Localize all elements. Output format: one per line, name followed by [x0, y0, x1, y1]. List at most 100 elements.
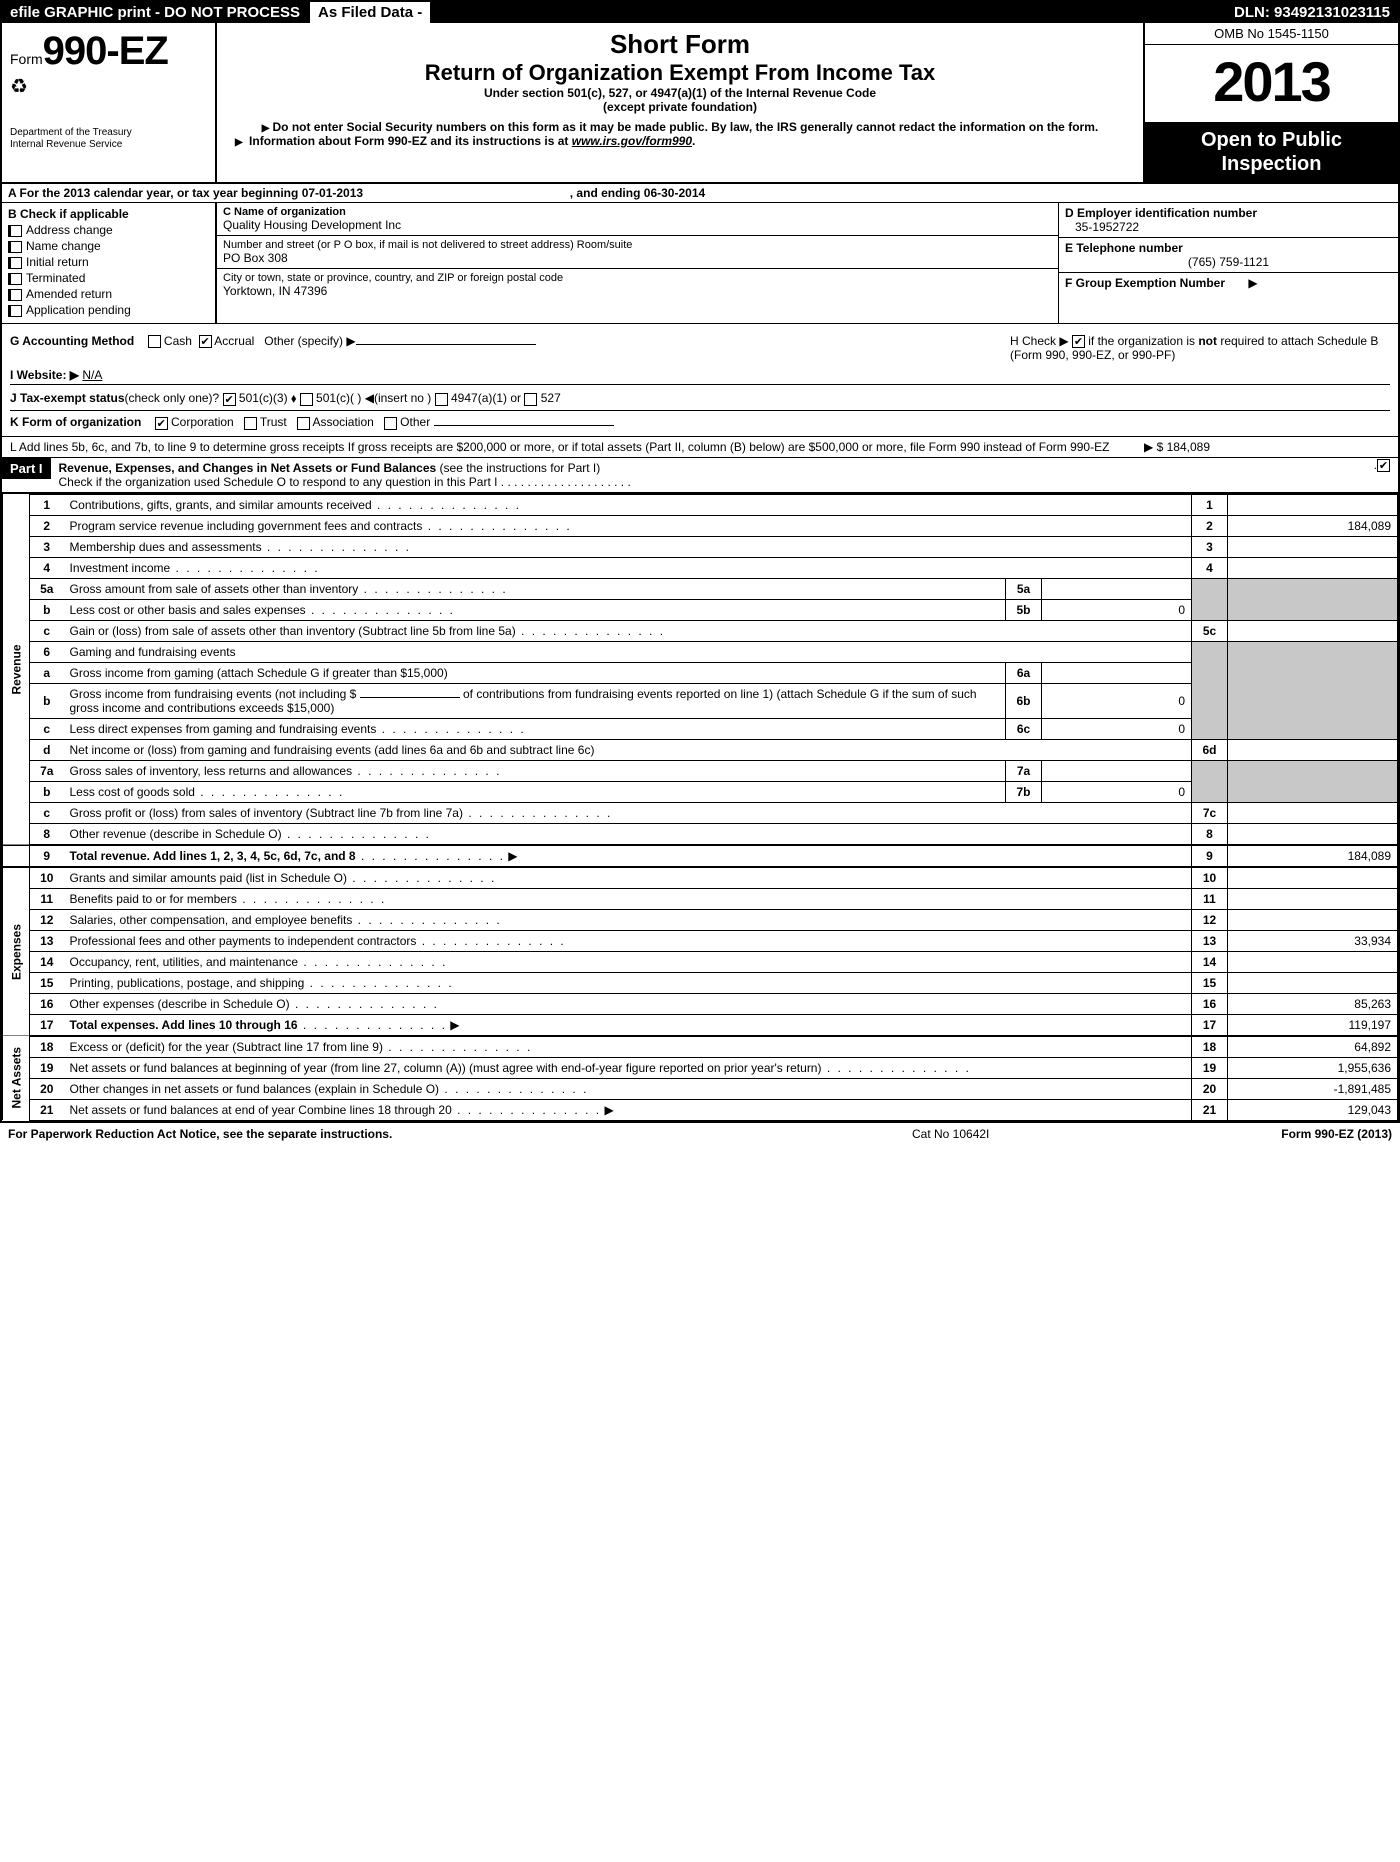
row-k: K Form of organization ✔ Corporation Tru…: [10, 415, 1390, 429]
tel-label: E Telephone number: [1065, 241, 1392, 255]
row-a: A For the 2013 calendar year, or tax yea…: [2, 184, 1398, 203]
line-6c: c Less direct expenses from gaming and f…: [3, 718, 1398, 739]
line-9: 9 Total revenue. Add lines 1, 2, 3, 4, 5…: [3, 845, 1398, 867]
501c-label: 501(c)( ): [316, 391, 361, 405]
row-j: J Tax-exempt status(check only one)? ✔ 5…: [10, 391, 1390, 411]
header-mid: Short Form Return of Organization Exempt…: [217, 23, 1143, 182]
corp-label: Corporation: [171, 415, 234, 429]
expenses-label: Expenses: [3, 867, 30, 1036]
line-20: 20 Other changes in net assets or fund b…: [3, 1078, 1398, 1099]
row-l: L Add lines 5b, 6c, and 7b, to line 9 to…: [2, 437, 1398, 458]
insert-label: ◀(insert no ): [365, 391, 432, 405]
line-19: 19 Net assets or fund balances at beginn…: [3, 1057, 1398, 1078]
tel: (765) 759-1121: [1065, 255, 1392, 269]
line-10: Expenses 10 Grants and similar amounts p…: [3, 867, 1398, 889]
org-icon: ⬧: [291, 391, 296, 405]
line-21: 21 Net assets or fund balances at end of…: [3, 1099, 1398, 1120]
check-initial-return[interactable]: Initial return: [8, 255, 209, 269]
dln-label: DLN:: [1234, 4, 1270, 21]
header-right: OMB No 1545-1150 2013 Open to Public Ins…: [1143, 23, 1398, 182]
other-org-label: Other: [400, 415, 430, 429]
ein-label: D Employer identification number: [1065, 206, 1392, 220]
row-i: I Website: ▶ N/A: [10, 368, 1390, 385]
header-left: Form990-EZ ♻ Department of the Treasury …: [2, 23, 217, 182]
check-address-change[interactable]: Address change: [8, 223, 209, 237]
ein-cell: D Employer identification number 35-1952…: [1059, 203, 1398, 238]
g-label: G Accounting Method: [10, 334, 134, 348]
line-4: 4 Investment income 4: [3, 557, 1398, 578]
line-7a: 7a Gross sales of inventory, less return…: [3, 760, 1398, 781]
check-pending[interactable]: Application pending: [8, 303, 209, 317]
gross-receipts: ▶ $ 184,089: [1144, 440, 1390, 454]
trust-label: Trust: [260, 415, 287, 429]
ein: 35-1952722: [1065, 220, 1392, 234]
subtitle-except: (except private foundation): [225, 100, 1135, 114]
check-cash[interactable]: [148, 335, 161, 348]
check-501c[interactable]: [300, 393, 313, 406]
line-11: 11 Benefits paid to or for members 11: [3, 888, 1398, 909]
grp-label: F Group Exemption Number: [1065, 276, 1225, 290]
col-d: D Employer identification number 35-1952…: [1058, 203, 1398, 323]
note-info: Information about Form 990-EZ and its in…: [225, 134, 1135, 148]
part1-label: Part I: [2, 458, 51, 479]
street-label: Number and street (or P O box, if mail i…: [223, 239, 1052, 251]
grp-arrow: ▶: [1248, 276, 1257, 290]
col-b-label: B Check if applicable: [8, 207, 209, 221]
check-527[interactable]: [524, 393, 537, 406]
check-4947[interactable]: [435, 393, 448, 406]
irs-link[interactable]: www.irs.gov/form990: [572, 134, 692, 148]
check-501c3[interactable]: ✔: [223, 393, 236, 406]
check-accrual[interactable]: ✔: [199, 335, 212, 348]
subtitle-section: Under section 501(c), 527, or 4947(a)(1)…: [225, 86, 1135, 100]
check-assoc[interactable]: [297, 417, 310, 430]
open-public: Open to Public: [1149, 128, 1394, 152]
website: N/A: [82, 368, 102, 382]
h-label: H Check ▶: [1010, 334, 1069, 348]
line-6b-desc: Gross income from fundraising events (no…: [64, 683, 1006, 718]
check-trust[interactable]: [244, 417, 257, 430]
row-a-label: A For the 2013 calendar year, or tax yea…: [8, 186, 298, 200]
check-corp[interactable]: ✔: [155, 417, 168, 430]
line-6a: a Gross income from gaming (attach Sched…: [3, 662, 1398, 683]
org-name-label: C Name of organization: [223, 206, 1052, 218]
line-15: 15 Printing, publications, postage, and …: [3, 972, 1398, 993]
tel-cell: E Telephone number (765) 759-1121: [1059, 238, 1398, 273]
note-info-text: Information about Form 990-EZ and its in…: [249, 134, 568, 148]
top-bar: efile GRAPHIC print - DO NOT PROCESS As …: [2, 2, 1398, 23]
check-amended[interactable]: Amended return: [8, 287, 209, 301]
i-label: I Website: ▶: [10, 368, 79, 382]
header: Form990-EZ ♻ Department of the Treasury …: [2, 23, 1398, 184]
col-b: B Check if applicable Address change Nam…: [2, 203, 217, 323]
footer-cat: Cat No 10642I: [912, 1127, 1172, 1141]
dept-treasury: Department of the Treasury: [10, 127, 207, 139]
part1-title: Revenue, Expenses, and Changes in Net As…: [59, 461, 437, 475]
line-5a: 5a Gross amount from sale of assets othe…: [3, 578, 1398, 599]
netassets-label: Net Assets: [3, 1036, 30, 1121]
j-paren: (check only one)?: [125, 391, 220, 405]
revenue-label: Revenue: [3, 494, 30, 845]
527-label: 527: [541, 391, 561, 405]
note-ssn: Do not enter Social Security numbers on …: [225, 120, 1135, 134]
efile-label: efile GRAPHIC print - DO NOT PROCESS: [2, 2, 308, 23]
check-terminated[interactable]: Terminated: [8, 271, 209, 285]
check-h[interactable]: ✔: [1072, 335, 1085, 348]
assoc-label: Association: [312, 415, 373, 429]
check-schedule-o[interactable]: ✔: [1377, 459, 1390, 472]
dln: DLN: 93492131023115: [1226, 2, 1398, 23]
section-bcdef: B Check if applicable Address change Nam…: [2, 203, 1398, 324]
check-other-org[interactable]: [384, 417, 397, 430]
inspection: Inspection: [1149, 152, 1394, 176]
omb-number: OMB No 1545-1150: [1145, 23, 1398, 45]
line-6d: d Net income or (loss) from gaming and f…: [3, 739, 1398, 760]
org-name: Quality Housing Development Inc: [223, 218, 1052, 232]
row-a-mid: , and ending: [570, 186, 641, 200]
street: PO Box 308: [223, 251, 1052, 265]
title-return: Return of Organization Exempt From Incom…: [225, 60, 1135, 86]
tax-year-begin: 07-01-2013: [302, 186, 363, 200]
4947-label: 4947(a)(1) or: [451, 391, 521, 405]
footer-right: Form 990-EZ (2013): [1172, 1127, 1392, 1141]
row-h: H Check ▶ ✔ if the organization is not r…: [1010, 334, 1390, 362]
form-prefix: Form: [10, 51, 43, 67]
check-name-change[interactable]: Name change: [8, 239, 209, 253]
dln-value: 93492131023115: [1274, 4, 1390, 21]
